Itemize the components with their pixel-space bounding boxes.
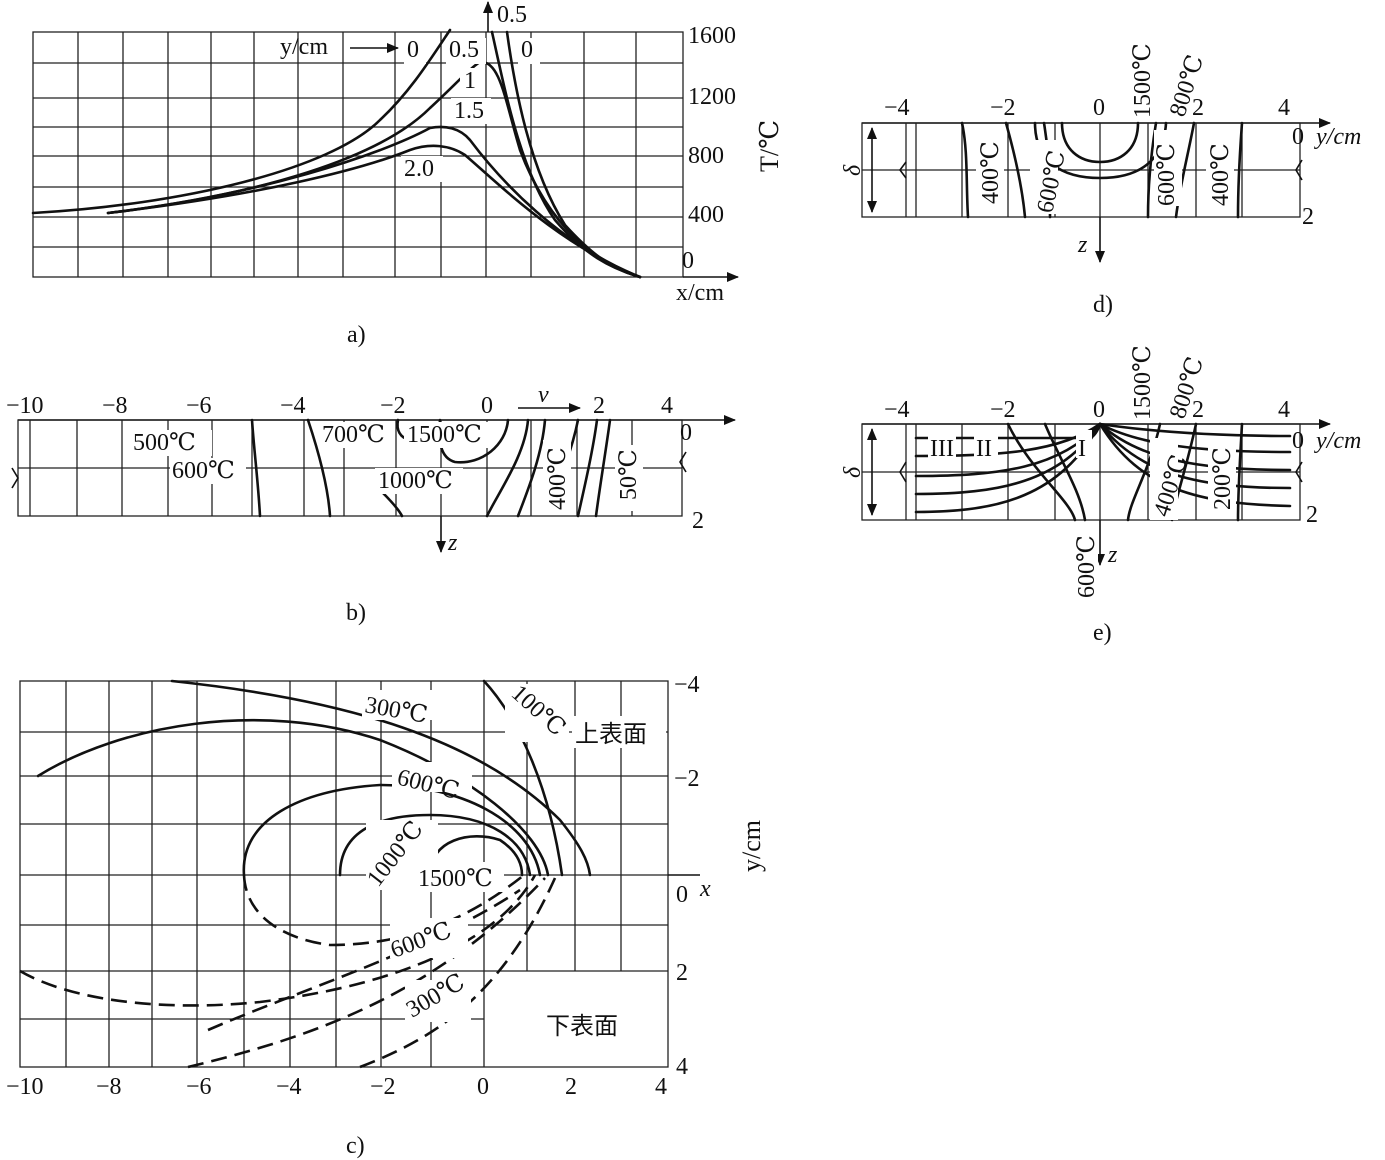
panel-b-1500: 1500℃ [407, 422, 482, 448]
panel-e-600: 600℃ [1074, 535, 1100, 598]
panel-c-y-label: y/cm [737, 820, 766, 872]
panel-b-tick-0: 0 [481, 393, 493, 419]
panel-e-tick-4: 4 [1278, 397, 1290, 423]
panel-b-tick-m4: −4 [280, 393, 306, 419]
panel-a-y-marker: y/cm [280, 34, 328, 60]
panel-c-x-tick-2: 2 [565, 1074, 577, 1100]
panel-a-y-tick-400: 400 [688, 202, 724, 228]
panel-b-tick-m6: −6 [186, 393, 212, 419]
panel-c-y-tick-m2: −2 [674, 766, 700, 792]
panel-a-top-value: 0.5 [497, 2, 527, 28]
panel-a-label-1: 1 [464, 68, 476, 94]
panel-e-zone-i: I [1078, 436, 1086, 462]
panel-c-x-tick-m4: −4 [276, 1074, 302, 1100]
panel-e: −4 −2 0 2 4 1500℃ 800℃ III II I 400℃ 200… [840, 345, 1361, 646]
panel-b-grid [17, 419, 683, 517]
panel-e-tick-0: 0 [1093, 397, 1105, 423]
panel-d-right-tick-2: 2 [1302, 204, 1314, 230]
panel-e-delta: δ [840, 466, 866, 478]
panel-d-tick-m4: −4 [884, 95, 910, 121]
panel-b-right-tick-2: 2 [692, 508, 704, 534]
panel-a-x-label: x/cm [676, 280, 724, 306]
panel-a-label-15: 1.5 [454, 98, 484, 124]
panel-d-1500: 1500℃ [1130, 43, 1156, 118]
panel-c-y-tick-m4: −4 [674, 672, 700, 698]
panel-c-x-tick-4: 4 [655, 1074, 667, 1100]
panel-a-curves [31, 28, 642, 279]
panel-c-x-tick-0: 0 [477, 1074, 489, 1100]
panel-d-tick-m2: −2 [990, 95, 1016, 121]
panel-b-tick-4: 4 [661, 393, 673, 419]
panel-e-zone-ii: II [976, 436, 992, 462]
panel-a-y-tick-1600: 1600 [688, 23, 736, 49]
panel-e-200: 200℃ [1210, 447, 1236, 510]
panel-b-1000: 1000℃ [378, 468, 453, 494]
panel-a-label-20: 2.0 [404, 156, 434, 182]
panel-a-label-05: 0.5 [449, 37, 479, 63]
panel-c-y-tick-4: 4 [676, 1054, 688, 1080]
panel-e-right-tick-2: 2 [1306, 502, 1318, 528]
panel-e-y-label: y/cm [1314, 428, 1361, 454]
panel-e-tick-m4: −4 [884, 397, 910, 423]
panel-c-x-tick-m8: −8 [96, 1074, 122, 1100]
panel-d-tick-0: 0 [1093, 95, 1105, 121]
panel-d-600-right: 600℃ [1154, 143, 1180, 206]
panel-d-tick-4: 4 [1278, 95, 1290, 121]
panel-a-label-0: 0 [407, 37, 419, 63]
panel-c-caption: c) [346, 1133, 365, 1159]
panel-b-tick-m8: −8 [102, 393, 128, 419]
panel-a-grid [32, 31, 684, 278]
panel-d-right-tick-0: 0 [1292, 124, 1304, 150]
panel-d-tick-2: 2 [1192, 95, 1204, 121]
panel-b-600: 600℃ [172, 458, 235, 484]
panel-c-x-tick-m6: −6 [186, 1074, 212, 1100]
panel-a-y-label: T/℃ [755, 120, 784, 172]
panel-b-tick-m10: −10 [6, 393, 44, 419]
panel-d-400-left: 400℃ [978, 141, 1004, 204]
panel-a-y-tick-800: 800 [688, 143, 724, 169]
panel-c-lower-surface: 下表面 [546, 1013, 618, 1040]
panel-d: −4 −2 0 2 4 1500℃ 800℃ 400℃ 600℃ 600℃ 40… [840, 43, 1361, 318]
panel-d-delta: δ [840, 164, 866, 176]
panel-a-y-tick-1200: 1200 [688, 84, 736, 110]
panel-c-y-tick-0: 0 [676, 882, 688, 908]
panel-e-1500: 1500℃ [1130, 345, 1156, 420]
panel-b-700: 700℃ [322, 422, 385, 448]
panel-b-tick-m2: −2 [380, 393, 406, 419]
panel-d-400-right: 400℃ [1208, 143, 1234, 206]
panel-b-caption: b) [346, 600, 366, 626]
panel-c-upper-surface: 上表面 [575, 721, 647, 748]
panel-d-z-label: z [1077, 232, 1088, 258]
panel-d-y-label: y/cm [1314, 124, 1361, 150]
panel-b-z-label: z [447, 530, 458, 556]
panel-c: 300℃ 100℃ 上表面 600℃ 1000℃ 1500℃ 600℃ 300℃… [6, 672, 766, 1159]
panel-e-right-tick-0: 0 [1292, 428, 1304, 454]
panel-b-velocity: v [538, 382, 549, 408]
panel-a-y-tick-0: 0 [682, 248, 694, 274]
panel-a-label-0b: 0 [521, 37, 533, 63]
panel-d-caption: d) [1093, 292, 1113, 318]
panel-d-grid [861, 122, 1301, 218]
panel-e-tick-2: 2 [1192, 397, 1204, 423]
panel-c-x-label: x [699, 876, 711, 902]
panel-b: −10 −8 −6 −4 −2 0 2 4 v 500℃ 600℃ 700℃ 1… [6, 382, 736, 626]
panel-a: y/cm 0 0.5 0 1 1.5 2.0 0.5 1600 1200 800… [31, 1, 784, 348]
panel-e-caption: e) [1093, 620, 1112, 646]
panel-c-y-tick-2: 2 [676, 960, 688, 986]
panel-b-50: 50℃ [616, 449, 642, 500]
panel-e-z-label: z [1107, 542, 1118, 568]
panel-c-x-tick-m2: −2 [370, 1074, 396, 1100]
panel-a-caption: a) [347, 322, 366, 348]
panel-c-x-tick-m10: −10 [6, 1074, 44, 1100]
panel-c-1500: 1500℃ [418, 866, 493, 892]
panel-b-500: 500℃ [133, 430, 196, 456]
panel-c-curves [19, 679, 592, 1069]
panel-e-tick-m2: −2 [990, 397, 1016, 423]
panel-e-zone-iii: III [930, 436, 954, 462]
panel-b-tick-2: 2 [593, 393, 605, 419]
panel-b-right-tick-0: 0 [680, 420, 692, 446]
panel-b-400: 400℃ [545, 447, 571, 510]
